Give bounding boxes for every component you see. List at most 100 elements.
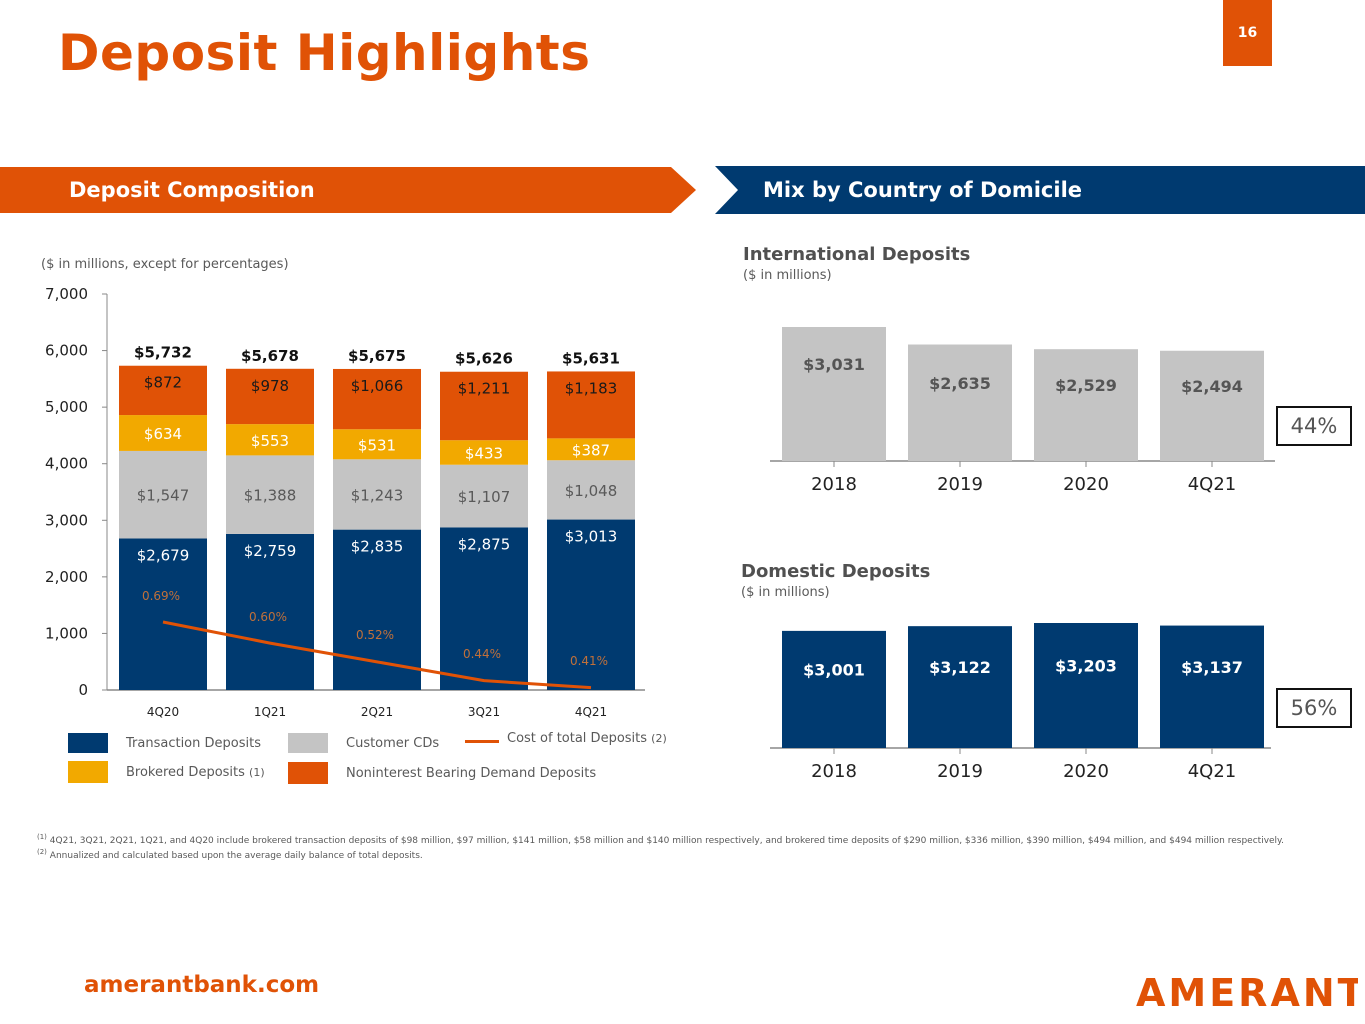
country-mix-banner: Mix by Country of Domicile [715,166,1365,214]
cost-of-deposits-label: 0.41% [570,654,608,668]
y-tick-label: 1,000 [45,624,88,642]
footnotes: (1) 4Q21, 3Q21, 2Q21, 1Q21, and 4Q20 inc… [37,832,1327,862]
x-tick-label: 4Q21 [1188,474,1237,495]
international-share-box: 44% [1276,406,1352,446]
domestic-share-box: 56% [1276,688,1352,728]
bar-value-label: $3,122 [929,658,991,677]
y-tick-label: 7,000 [45,285,88,303]
international-title: International Deposits [743,244,971,265]
footnote-marker: (2) [37,848,47,856]
x-tick-label: 4Q21 [575,705,607,719]
bar-segment-label: $1,048 [565,482,618,500]
x-tick-label: 4Q21 [1188,761,1237,782]
y-tick-label: 6,000 [45,342,88,360]
bar-total-label: $5,626 [455,350,513,368]
bar-value-label: $3,137 [1181,658,1243,677]
legend-item-customer-cds: Customer CDs [288,733,439,753]
bar [1034,623,1138,748]
cost-of-deposits-label: 0.44% [463,647,501,661]
units-note: ($ in millions, except for percentages) [41,257,289,272]
bar-total-label: $5,675 [348,347,406,365]
website-link[interactable]: amerantbank.com [84,972,320,998]
bar [908,344,1012,461]
bar-value-label: $3,203 [1055,657,1117,676]
cost-of-deposits-label: 0.60% [249,610,287,624]
bar-value-label: $2,635 [929,374,991,393]
logo-text: AMERANT [1136,972,1358,1012]
bar-total-label: $5,732 [134,344,192,362]
x-tick-label: 2020 [1063,474,1109,495]
bar-segment-label: $3,013 [565,528,618,546]
bar-segment [333,368,421,430]
footnote-text: 4Q21, 3Q21, 2Q21, 1Q21, and 4Q20 include… [49,836,1284,846]
bar-segment [440,440,528,465]
x-tick-label: 2018 [811,761,857,782]
bar-value-label: $3,001 [803,660,865,679]
bar-segment [547,519,635,690]
y-tick-label: 3,000 [45,511,88,529]
legend-item-noninterest-deposits: Noninterest Bearing Demand Deposits [288,762,596,784]
x-tick-label: 3Q21 [468,705,500,719]
legend-item-transaction-deposits: Transaction Deposits [68,733,261,753]
bar [1160,350,1264,461]
x-tick-label: 2019 [937,761,983,782]
bar-segment-label: $978 [251,377,289,395]
bar-segment-label: $1,107 [458,488,511,506]
bar [782,630,886,748]
bar-segment-label: $387 [572,441,610,459]
y-tick-label: 2,000 [45,568,88,586]
bar [1160,625,1264,748]
legend-label: Transaction Deposits [126,735,261,751]
bar-segment-label: $2,679 [137,546,190,564]
country-mix-heading: Mix by Country of Domicile [763,178,1083,202]
bar-segment-label: $531 [358,436,396,454]
legend-swatch-orange [288,762,328,784]
legend-suffix: (1) [249,765,265,779]
bar [782,327,886,461]
bar-segment-label: $2,875 [458,535,511,553]
x-tick-label: 2020 [1063,761,1109,782]
legend-swatch-gray [288,733,328,753]
legend-label: Noninterest Bearing Demand Deposits [346,765,597,781]
bar-segment [333,459,421,530]
cost-of-deposits-label: 0.52% [356,628,394,642]
footnote-1: (1) 4Q21, 3Q21, 2Q21, 1Q21, and 4Q20 inc… [37,832,1327,847]
international-units: ($ in millions) [743,268,832,283]
y-tick-label: 0 [78,681,88,699]
deposit-composition-banner: Deposit Composition [0,167,696,213]
bar-segment [547,438,635,461]
bar [908,626,1012,748]
bar-segment-label: $433 [465,444,503,462]
legend-swatch-gold [68,761,108,783]
page-number-badge: 16 [1223,0,1272,66]
legend-swatch-navy [68,733,108,753]
bar [1034,349,1138,461]
bar-value-label: $2,529 [1055,376,1117,395]
bar-value-label: $3,031 [803,355,865,374]
bar-segment [226,455,314,534]
domestic-title: Domestic Deposits [741,561,931,582]
x-tick-label: 4Q20 [147,705,179,719]
bar-segment-label: $1,388 [244,487,297,505]
deposit-composition-chart: 0 1,000 2,000 3,000 4,000 5,000 6,000 7,000 $2,6… [45,285,645,719]
x-tick-label: 2Q21 [361,705,393,719]
legend-item-cost-of-deposits: Cost of total Deposits (2) [465,731,667,746]
cost-of-deposits-line [162,620,592,690]
bar-segment-label: $1,211 [458,380,511,398]
legend-suffix: (2) [651,732,667,745]
bar-segment [119,538,207,690]
bar-segment [440,527,528,690]
x-tick-label: 2019 [937,474,983,495]
bar-segment-label: $2,759 [244,542,297,560]
legend-label: Brokered Deposits [126,764,245,780]
y-tick-label: 4,000 [45,455,88,473]
bar-segment-label: $1,547 [137,487,190,505]
legend-label: Cost of total Deposits [507,731,648,746]
bar-segment-label: $1,066 [351,377,404,395]
bar-segment-label: $872 [144,374,182,392]
bar-segment [226,533,314,690]
bar-segment [440,371,528,441]
bar-segment [333,429,421,460]
bar-segment [440,464,528,528]
bar-segment-label: $2,835 [351,538,404,556]
